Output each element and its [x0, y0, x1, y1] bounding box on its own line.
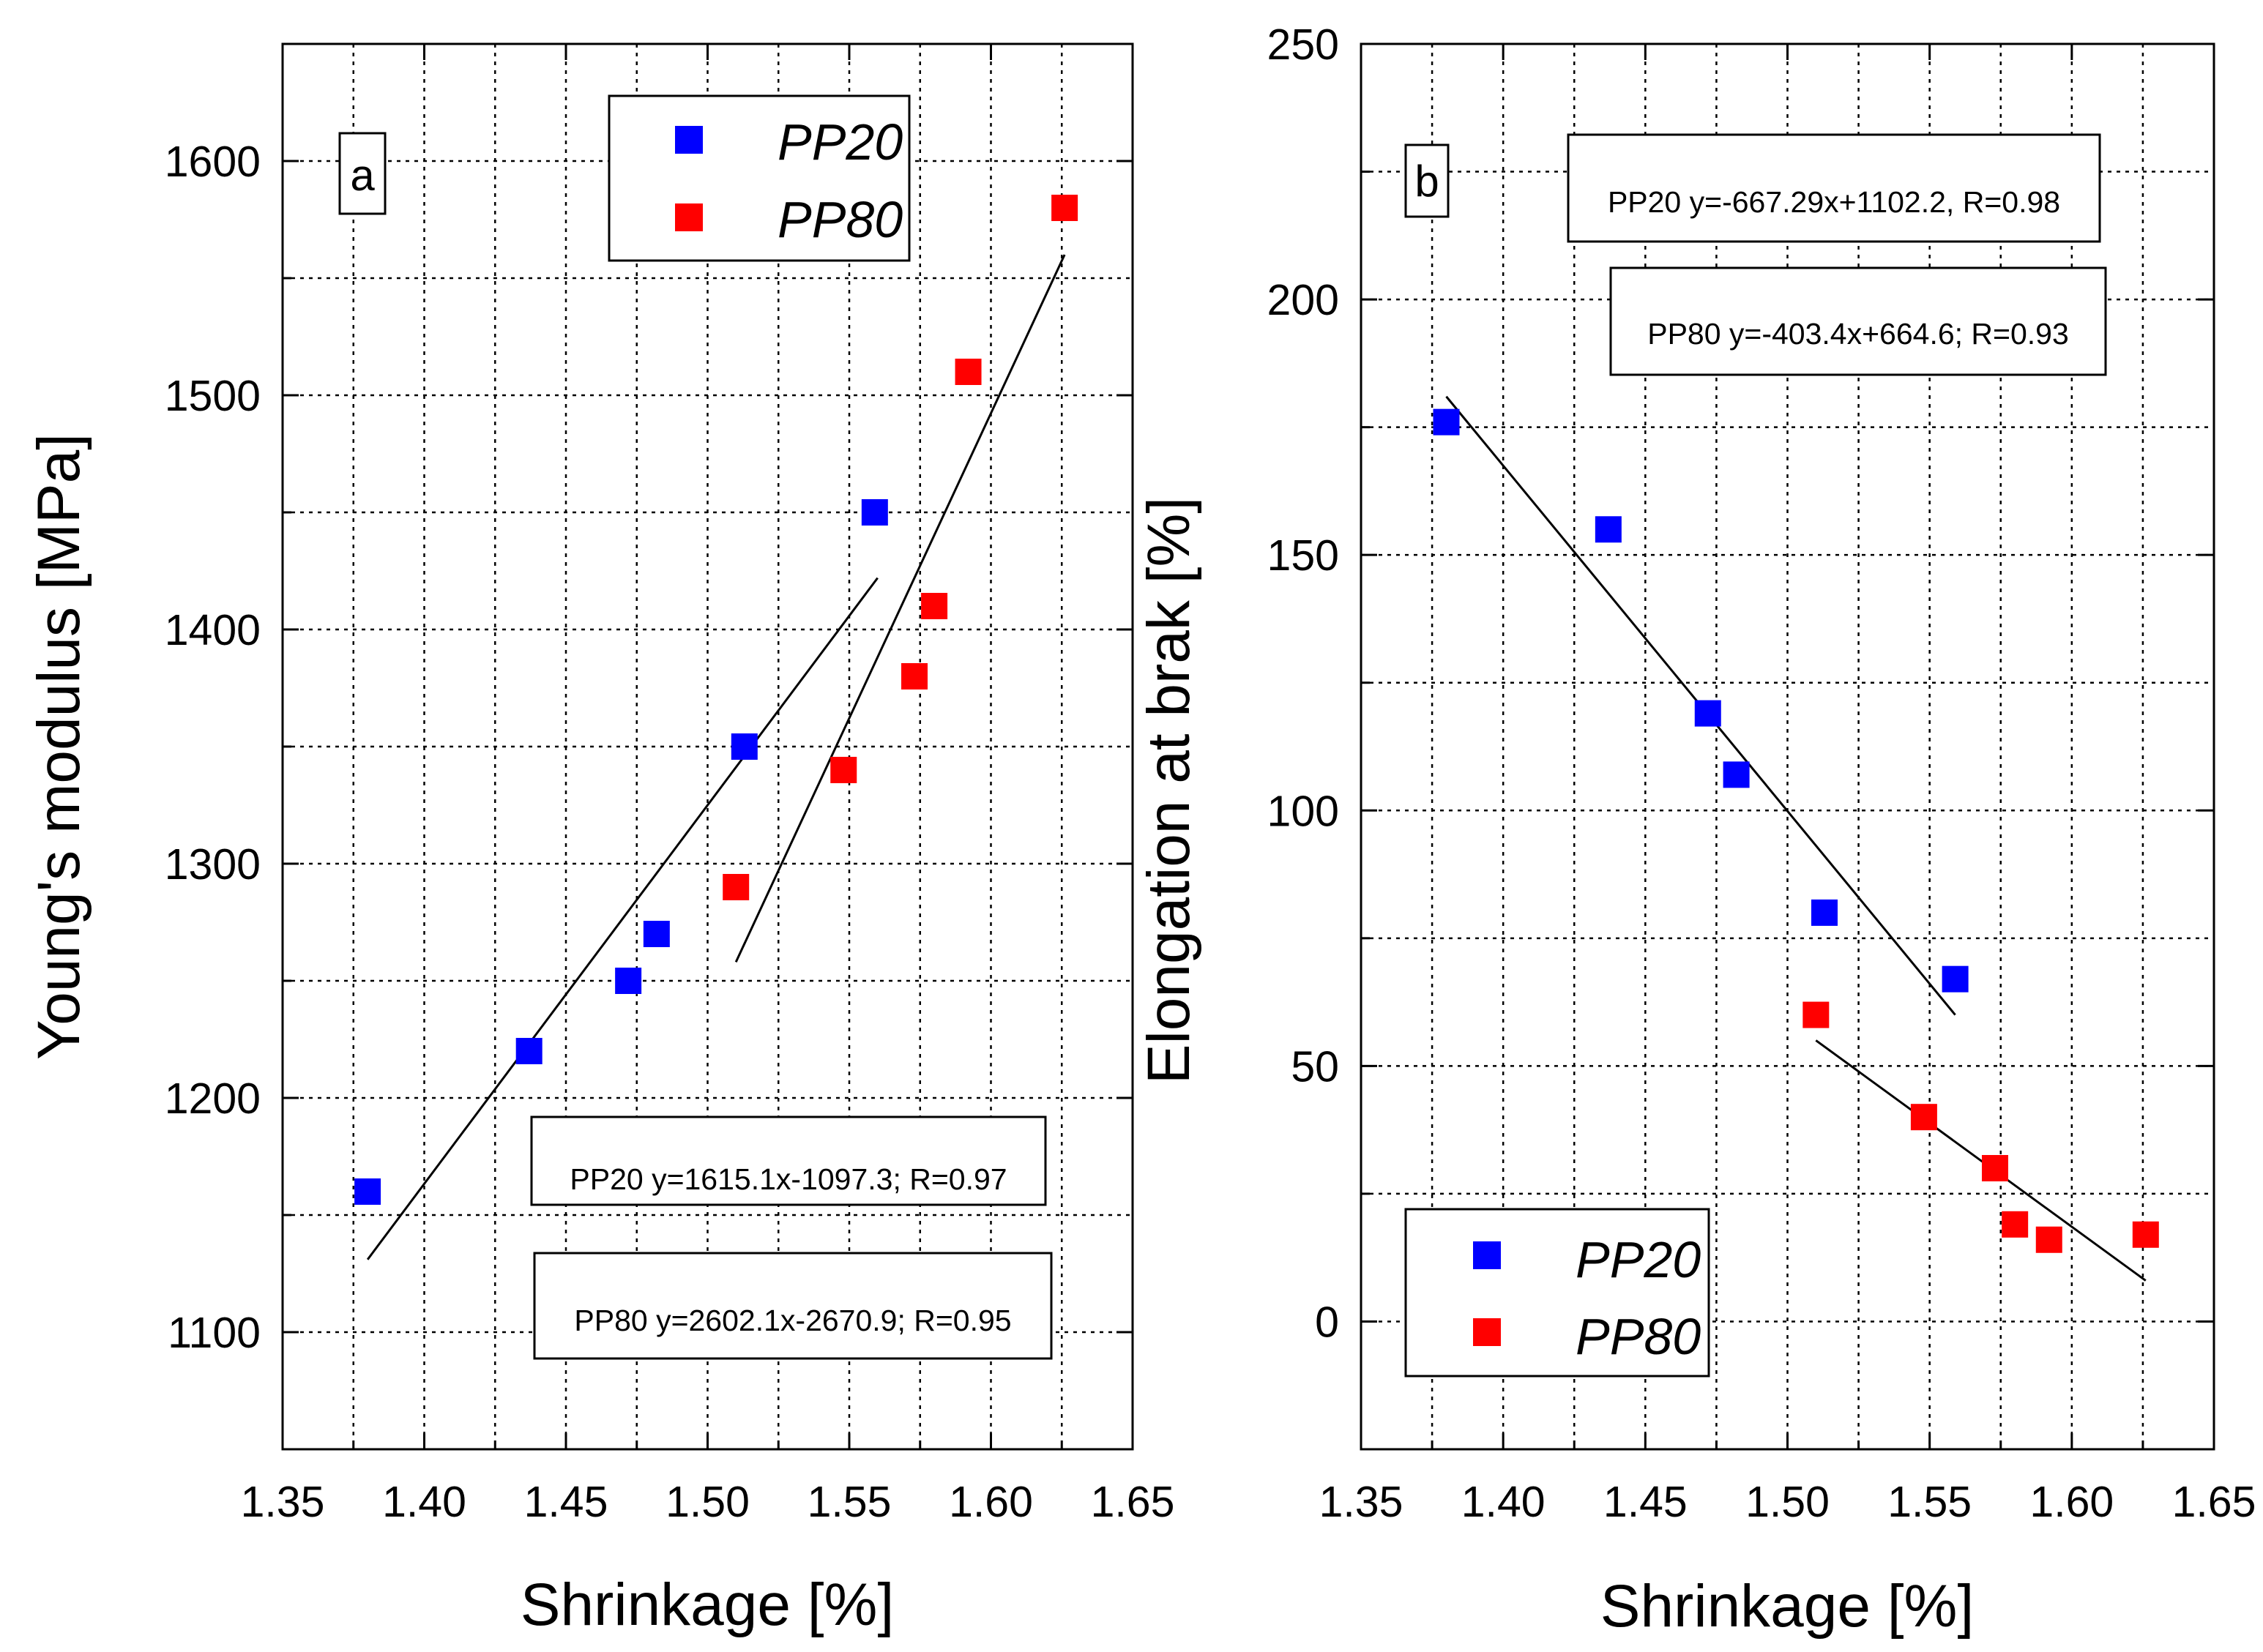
panel-a-x-tick-label: 1.65: [1091, 1478, 1175, 1526]
panel-a-x-tick-label: 1.60: [949, 1478, 1033, 1526]
panel-a-legend-pp20-marker: [675, 126, 703, 154]
panel-b-point-pp80: [1910, 1104, 1937, 1131]
panel-a-fit-line-pp80: [734, 254, 1066, 963]
panel-a-point-pp80: [723, 874, 750, 900]
panel-b-x-axis-title: Shrinkage [%]: [1600, 1573, 1975, 1640]
panel-a-point-pp20: [643, 921, 670, 947]
panel-b-x-tick-labels: 1.35 1.40 1.45 1.50 1.55 1.60 1.65: [1319, 1478, 2256, 1526]
panel-b-x-tick-label: 1.45: [1603, 1478, 1688, 1526]
panel-a-x-tick-label: 1.50: [666, 1478, 750, 1526]
panel-b-legend-pp20-label: PP20: [1576, 1231, 1701, 1288]
panel-a-legend: [608, 94, 911, 262]
panel-b-legend-pp20-marker: [1473, 1241, 1501, 1269]
panel-b-point-pp80: [1981, 1155, 2008, 1181]
panel-a-x-tick-label: 1.55: [808, 1478, 892, 1526]
panel-a-point-pp20: [515, 1038, 543, 1064]
panel-a-legend-pp80-marker: [675, 203, 703, 231]
panel-b-x-tick-label: 1.50: [1745, 1478, 1830, 1526]
panel-a: 1.35 1.40 1.45 1.50 1.55 1.60 1.65 1100 1200 130…: [26, 42, 1175, 1638]
panel-b-y-tick-label: 50: [1291, 1042, 1339, 1091]
panel-a-legend-pp20-label: PP20: [778, 113, 903, 171]
panel-a-x-tick-label: 1.45: [524, 1478, 608, 1526]
panel-a-point-pp20: [861, 499, 888, 526]
panel-b-equation-box-pp20: [1567, 133, 2101, 243]
panel-a-equation-pp80: PP80 y=2602.1x-2670.9; R=0.95: [574, 1304, 1011, 1337]
panel-b-y-tick-label: 150: [1267, 531, 1339, 580]
panel-b-y-tick-label: 100: [1267, 787, 1339, 835]
panel-a-point-pp80: [830, 757, 857, 783]
panel-b-y-tick-label: 0: [1315, 1298, 1339, 1346]
panel-a-point-pp20: [615, 968, 642, 994]
panel-a-x-tick-label: 1.35: [241, 1478, 325, 1526]
panel-b-x-tick-label: 1.65: [2172, 1478, 2256, 1526]
panel-b-points: [1433, 408, 2159, 1253]
panel-b-legend-pp80-marker: [1473, 1318, 1501, 1346]
panel-b-equation-pp80: PP80 y=-403.4x+664.6; R=0.93: [1647, 317, 2069, 351]
panel-a-point-pp80: [901, 663, 928, 689]
panel-a-y-tick-label: 1200: [165, 1074, 261, 1123]
panel-b-point-pp20: [1942, 965, 1969, 993]
panel-a-points: [354, 195, 1078, 1205]
panel-a-y-tick-label: 1300: [165, 840, 261, 889]
panel-b-fit-lines: [1445, 395, 2147, 1282]
panel-b-fit-line-pp80: [1815, 1039, 2147, 1282]
panel-b-point-pp80: [2035, 1226, 2062, 1253]
panel-b-label-box: [1404, 143, 1450, 218]
panel-b-point-pp20: [1723, 761, 1750, 788]
panel-b-point-pp20: [1595, 516, 1622, 543]
panel-a-point-pp20: [354, 1178, 381, 1205]
panel-a-x-tick-label: 1.40: [382, 1478, 466, 1526]
panel-a-point-pp80: [1051, 195, 1078, 221]
panel-b-y-axis-title: Elongation at brak [%]: [1136, 497, 1202, 1084]
panel-a-equation-box-pp80: [533, 1252, 1053, 1360]
panel-a-legend-pp80-label: PP80: [778, 191, 903, 248]
panel-a-y-tick-label: 1600: [165, 138, 261, 186]
panel-a-fit-lines: [366, 254, 1066, 1260]
panel-a-fit-line-pp20: [366, 577, 879, 1260]
panel-a-equation-pp20: PP20 y=1615.1x-1097.3; R=0.97: [570, 1162, 1007, 1196]
panel-b: 1.35 1.40 1.45 1.50 1.55 1.60 1.65 0 50 100 150 20…: [1136, 20, 2256, 1640]
panel-b-point-pp80: [1802, 1001, 1830, 1028]
panel-b-y-tick-labels: 0 50 100 150 200 250: [1267, 20, 1339, 1346]
panel-b-y-tick-label: 200: [1267, 276, 1339, 324]
panel-a-x-tick-labels: 1.35 1.40 1.45 1.50 1.55 1.60 1.65: [241, 1478, 1175, 1526]
panel-b-point-pp80: [2002, 1211, 2029, 1238]
panel-a-y-tick-label: 1400: [165, 606, 261, 654]
panel-a-y-tick-label: 1500: [165, 372, 261, 420]
panel-b-y-tick-label: 250: [1267, 20, 1339, 69]
panel-b-equation-box-pp80: [1609, 266, 2107, 376]
panel-a-label-box: [338, 132, 387, 215]
panel-b-legend: [1404, 1208, 1710, 1378]
panel-a-point-pp80: [921, 593, 948, 619]
panel-b-x-tick-label: 1.55: [1887, 1478, 1972, 1526]
panel-b-point-pp20: [1694, 700, 1721, 727]
panel-b-point-pp80: [2132, 1221, 2159, 1248]
panel-b-label: b: [1414, 157, 1439, 206]
panel-a-point-pp20: [731, 733, 758, 760]
panel-b-ticks: [1360, 42, 2215, 1449]
panel-a-y-axis-title: Young's modulus [MPa]: [26, 433, 92, 1060]
panel-b-x-tick-label: 1.60: [2029, 1478, 2114, 1526]
panel-a-y-tick-labels: 1100 1200 1300 1400 1500 1600: [165, 138, 261, 1357]
panel-b-x-tick-label: 1.35: [1319, 1478, 1403, 1526]
panel-a-point-pp80: [955, 359, 982, 385]
panel-a-x-axis-title: Shrinkage [%]: [521, 1571, 895, 1638]
panel-a-y-tick-label: 1100: [168, 1309, 261, 1357]
panel-b-point-pp20: [1811, 899, 1838, 926]
panel-a-ticks: [281, 44, 1134, 1449]
panel-b-point-pp20: [1433, 408, 1460, 436]
panel-a-equation-box-pp20: [530, 1115, 1047, 1206]
panel-b-equation-pp20: PP20 y=-667.29x+1102.2, R=0.98: [1608, 185, 2060, 219]
panel-a-label: a: [350, 151, 375, 200]
panel-b-legend-pp80-label: PP80: [1576, 1308, 1701, 1365]
panel-b-x-tick-label: 1.40: [1461, 1478, 1546, 1526]
